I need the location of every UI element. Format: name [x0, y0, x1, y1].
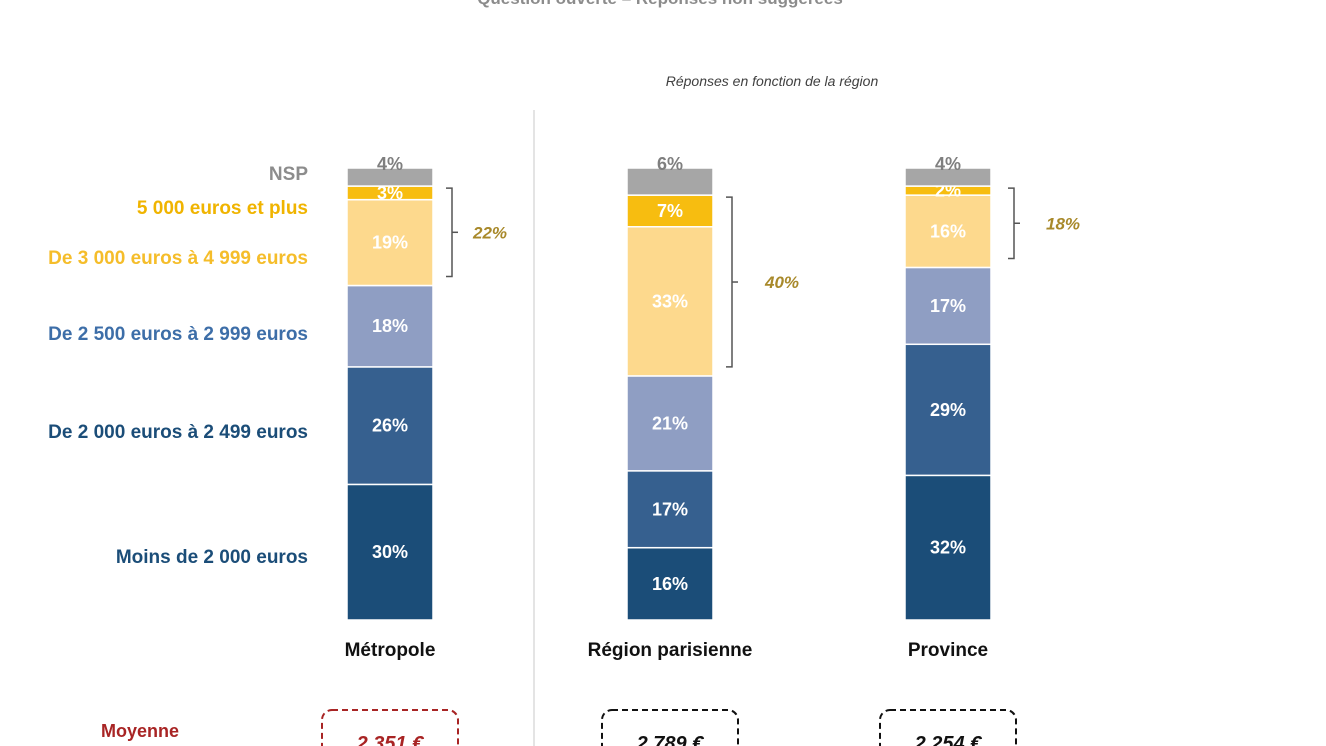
data-label: 30% — [372, 542, 408, 562]
data-label: 16% — [652, 574, 688, 594]
average-value: 2 789 € — [636, 733, 705, 746]
data-label: 16% — [930, 221, 966, 241]
average-value: 2 254 € — [914, 733, 983, 746]
bar-segment — [904, 474, 992, 621]
bar-segment — [346, 366, 434, 486]
average-value: 2 351 € — [356, 733, 425, 746]
legend-label: De 3 000 euros à 4 999 euros — [48, 248, 308, 269]
bar-segment — [626, 470, 714, 549]
bar-segment — [626, 194, 714, 228]
data-label: 4% — [935, 154, 961, 174]
bracket — [726, 196, 733, 368]
bracket-total: 18% — [1046, 214, 1080, 233]
bar-segment — [346, 483, 434, 621]
legend-label: NSP — [269, 164, 308, 185]
bracket — [446, 187, 453, 278]
bar-segment — [904, 343, 992, 477]
data-label: 4% — [377, 154, 403, 174]
bar-segment — [346, 198, 434, 287]
legend-label: Moins de 2 000 euros — [116, 547, 308, 568]
bar-segment — [904, 194, 992, 269]
data-label: 33% — [652, 291, 688, 311]
bracket-total: 40% — [764, 273, 799, 292]
data-label: 32% — [930, 538, 966, 558]
data-label: 29% — [930, 400, 966, 420]
chart-title: Question ouverte – Réponses non suggérée… — [477, 0, 843, 8]
bar-segment — [904, 266, 992, 346]
category-label: Métropole — [345, 640, 436, 661]
data-label: 17% — [652, 499, 688, 519]
bar-segment — [626, 226, 714, 377]
data-label: 6% — [657, 154, 683, 174]
average-box — [321, 709, 459, 746]
average-box — [879, 709, 1017, 746]
bar-segment — [626, 167, 714, 196]
data-label: 3% — [377, 183, 403, 203]
legend-label: De 2 000 euros à 2 499 euros — [48, 422, 308, 443]
bar-segment — [626, 546, 714, 621]
bar-segment — [904, 167, 992, 187]
data-label: 19% — [372, 233, 408, 253]
chart-subtitle: Réponses en fonction de la région — [666, 73, 879, 89]
category-label: Région parisienne — [588, 640, 753, 661]
bracket-total: 22% — [472, 223, 507, 242]
bar-segment — [346, 167, 434, 187]
data-label: 26% — [372, 416, 408, 436]
data-label: 21% — [652, 413, 688, 433]
data-label: 17% — [930, 296, 966, 316]
bracket — [1008, 187, 1015, 260]
category-label: Province — [908, 640, 988, 661]
average-box — [601, 709, 739, 746]
legend-label: 5 000 euros et plus — [137, 198, 308, 219]
bar-segment — [626, 375, 714, 472]
legend-label: De 2 500 euros à 2 999 euros — [48, 324, 308, 345]
average-label: Moyenne — [101, 721, 179, 741]
data-label: 18% — [372, 316, 408, 336]
data-label: 7% — [657, 201, 683, 221]
